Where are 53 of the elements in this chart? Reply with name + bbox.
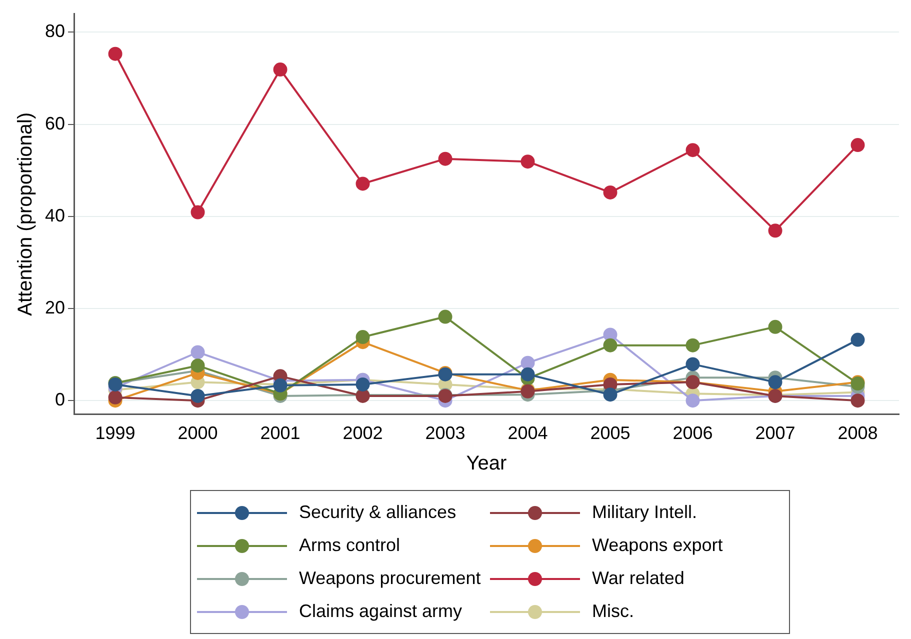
x-tick-label: 2000 bbox=[178, 423, 218, 444]
point bbox=[520, 367, 535, 382]
point bbox=[438, 152, 452, 166]
x-tick-label: 2004 bbox=[508, 423, 548, 444]
point bbox=[190, 205, 205, 220]
point bbox=[603, 338, 618, 352]
legend-label: Weapons procurement bbox=[299, 568, 481, 589]
point bbox=[190, 388, 205, 403]
point bbox=[356, 377, 370, 392]
point bbox=[686, 143, 700, 158]
legend-label: Weapons export bbox=[592, 535, 723, 556]
x-tick-label: 2001 bbox=[260, 423, 300, 444]
point bbox=[768, 224, 782, 238]
y-tick-label: 60 bbox=[44, 113, 66, 134]
point bbox=[190, 358, 205, 373]
legend-label: Military Intell. bbox=[592, 502, 698, 523]
point bbox=[850, 138, 865, 152]
x-tick-label: 2005 bbox=[590, 423, 630, 444]
point bbox=[686, 357, 700, 372]
y-tick-label: 0 bbox=[55, 390, 66, 410]
legend-label: Misc. bbox=[592, 601, 634, 622]
point bbox=[850, 394, 865, 408]
legend-label: Arms control bbox=[299, 535, 400, 556]
point bbox=[356, 330, 370, 344]
x-tick-label: 2008 bbox=[838, 423, 878, 444]
point bbox=[686, 394, 700, 408]
point bbox=[603, 185, 618, 200]
point bbox=[190, 345, 205, 360]
y-tick-label: 80 bbox=[44, 21, 66, 42]
y-tick-label: 40 bbox=[44, 205, 66, 226]
point bbox=[520, 154, 535, 169]
x-tick-label: 2002 bbox=[342, 423, 383, 444]
x-tick-label: 2006 bbox=[672, 423, 713, 444]
x-tick-label: 1999 bbox=[95, 423, 136, 444]
point bbox=[686, 338, 700, 352]
point bbox=[850, 332, 865, 347]
point bbox=[356, 176, 370, 191]
legend-label: War related bbox=[592, 568, 684, 589]
y-tick-label: 20 bbox=[44, 297, 66, 318]
legend-label: Security & alliances bbox=[299, 502, 456, 523]
point bbox=[768, 320, 782, 334]
y-axis-title: Attention (proportional) bbox=[14, 112, 37, 316]
point bbox=[273, 62, 288, 77]
point bbox=[520, 356, 535, 370]
point bbox=[603, 388, 618, 402]
legend-label: Claims against army bbox=[299, 601, 462, 622]
x-tick-label: 2003 bbox=[425, 423, 466, 444]
point bbox=[438, 310, 452, 324]
point bbox=[108, 46, 122, 61]
x-axis-title: Year bbox=[466, 452, 508, 475]
point bbox=[768, 375, 782, 390]
x-tick-label: 2007 bbox=[755, 423, 796, 444]
point bbox=[108, 390, 122, 404]
